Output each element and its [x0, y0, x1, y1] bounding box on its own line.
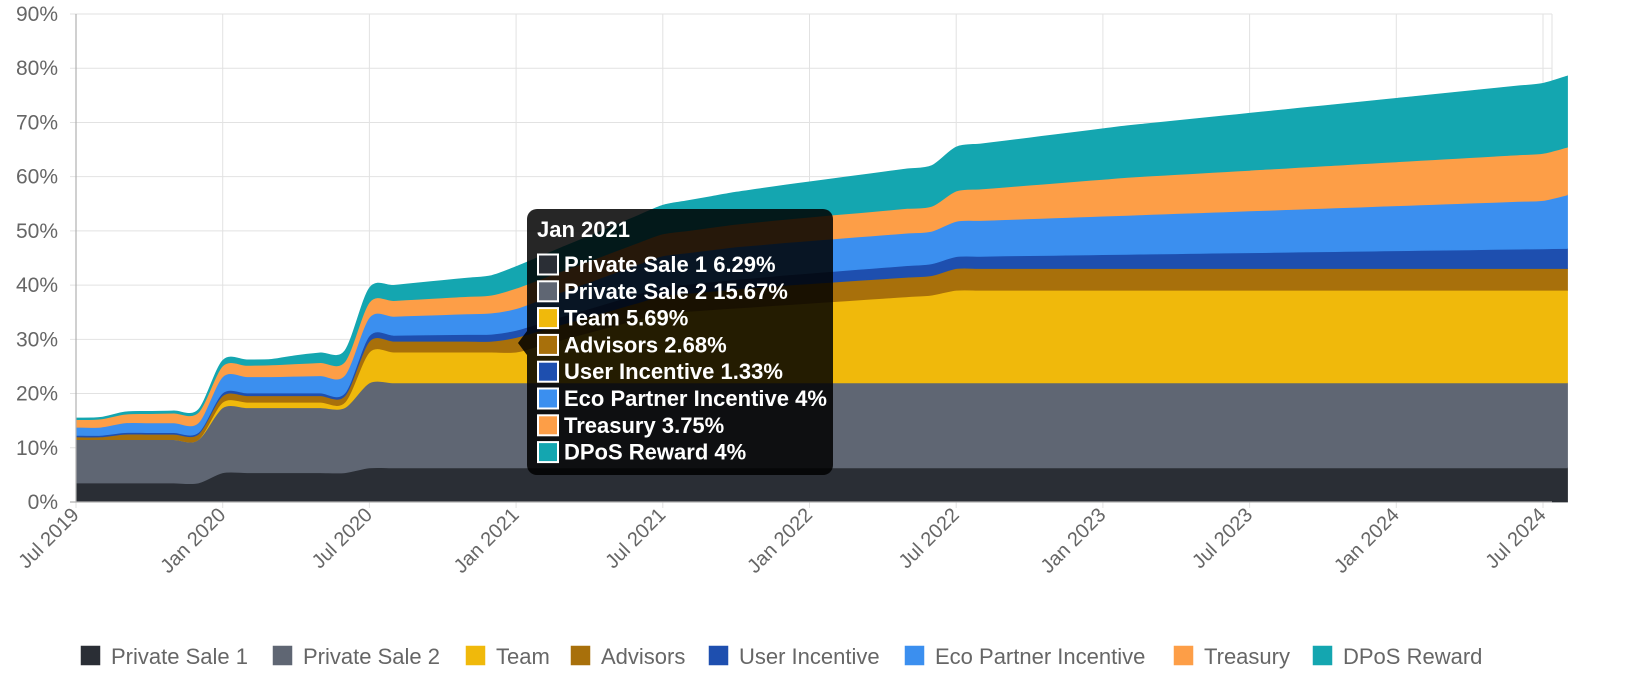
tooltip-line: Advisors 2.68%	[564, 332, 727, 357]
legend-swatch	[707, 644, 730, 667]
x-tick-label: Jul 2024	[1482, 504, 1551, 573]
legend-label: Team	[496, 644, 550, 669]
legend-item[interactable]: User Incentive	[707, 644, 880, 669]
legend-swatch	[903, 644, 926, 667]
legend-item[interactable]: Team	[464, 644, 550, 669]
y-tick-label: 0%	[28, 491, 58, 514]
legend-item[interactable]: Private Sale 1	[79, 644, 248, 669]
x-tick-label: Jul 2019	[15, 504, 84, 573]
x-tick-label: Jan 2022	[743, 504, 817, 578]
tooltip-swatch	[537, 387, 559, 410]
legend-swatch	[464, 644, 487, 667]
tooltip-swatch	[537, 360, 559, 383]
tooltip-box	[527, 209, 833, 475]
y-tick-label: 30%	[16, 328, 58, 351]
tooltip-swatch	[537, 414, 559, 437]
y-tick-label: 20%	[16, 383, 58, 406]
axes	[70, 14, 1552, 503]
tooltip-title: Jan 2021	[537, 217, 630, 242]
legend-swatch	[271, 644, 294, 667]
legend-label: Private Sale 2	[303, 644, 440, 669]
x-tick-label: Jul 2021	[601, 504, 670, 573]
tooltip-line: DPoS Reward 4%	[564, 440, 746, 465]
legend-item[interactable]: Advisors	[569, 644, 685, 669]
y-tick-label: 40%	[16, 274, 58, 297]
y-tick-label: 10%	[16, 437, 58, 460]
y-tick-label: 80%	[16, 57, 58, 80]
tooltip-lines: Private Sale 1 6.29%Private Sale 2 15.67…	[537, 252, 827, 465]
x-tick-label: Jan 2024	[1330, 504, 1404, 578]
tooltip-line: User Incentive 1.33%	[564, 359, 783, 384]
legend-swatch	[79, 644, 102, 667]
legend-swatch	[569, 644, 592, 667]
legend-item[interactable]: Eco Partner Incentive	[903, 644, 1145, 669]
x-tick-label: Jan 2021	[450, 504, 524, 578]
legend-label: Advisors	[601, 644, 685, 669]
x-tick-label: Jul 2020	[308, 504, 377, 573]
tooltip-arrow	[518, 331, 527, 355]
x-tick-label: Jul 2023	[1188, 504, 1257, 573]
tooltip-line: Eco Partner Incentive 4%	[564, 386, 827, 411]
x-tick-label: Jul 2022	[895, 504, 964, 573]
tooltip-swatch	[537, 280, 559, 303]
legend-label: Treasury	[1204, 644, 1290, 669]
tooltip-swatch	[537, 253, 559, 276]
tooltip-swatch	[537, 441, 559, 464]
legend-label: DPoS Reward	[1343, 644, 1482, 669]
tooltip-swatch	[537, 333, 559, 356]
tooltip-swatch	[537, 307, 559, 330]
legend-label: Eco Partner Incentive	[935, 644, 1145, 669]
y-tick-label: 50%	[16, 220, 58, 243]
legend-swatch	[1311, 644, 1334, 667]
tooltip: Jan 2021 Private Sale 1 6.29%Private Sal…	[518, 209, 833, 475]
y-tick-label: 60%	[16, 166, 58, 189]
legend-item[interactable]: Treasury	[1172, 644, 1290, 669]
x-axis-ticks: Jul 2019 Jan 2020 Jul 2020 Jan 2021 Jul 2021…	[15, 504, 1551, 578]
tooltip-line: Treasury 3.75%	[564, 413, 724, 438]
tooltip-line: Team 5.69%	[564, 306, 688, 331]
legend-label: Private Sale 1	[111, 644, 248, 669]
legend-label: User Incentive	[739, 644, 880, 669]
x-tick-label: Jan 2023	[1037, 504, 1111, 578]
legend-item[interactable]: DPoS Reward	[1311, 644, 1482, 669]
y-axis-ticks: 0% 10% 20% 30% 40% 50% 60% 70% 80% 90%	[16, 3, 58, 514]
legend-swatch	[1172, 644, 1195, 667]
y-tick-label: 90%	[16, 3, 58, 26]
tooltip-line: Private Sale 1 6.29%	[564, 252, 776, 277]
y-tick-label: 70%	[16, 111, 58, 134]
tooltip-line: Private Sale 2 15.67%	[564, 279, 788, 304]
legend-item[interactable]: Private Sale 2	[271, 644, 440, 669]
legend: Private Sale 1 Private Sale 2 Team Advisors…	[79, 644, 1482, 669]
x-tick-label: Jan 2020	[156, 504, 230, 578]
